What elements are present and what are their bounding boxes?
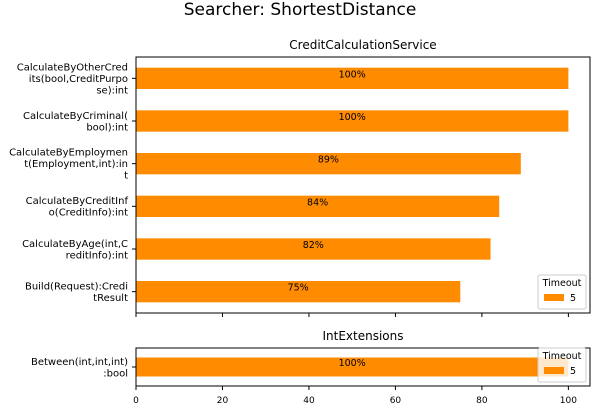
category-label: CalculateByOtherCred its(bool,CreditPurpo… bbox=[17, 62, 128, 96]
bar-value-label: 89% bbox=[318, 155, 339, 166]
legend-entry: 5 bbox=[570, 293, 576, 304]
category-label-line: t(Employment,int):in bbox=[24, 159, 128, 170]
legend-swatch bbox=[544, 367, 564, 374]
category-label-line: its(bool,CreditPurpo bbox=[29, 74, 128, 85]
bar-value-label: 75% bbox=[288, 283, 309, 294]
category-label-line: se):int bbox=[96, 85, 128, 96]
category-label-line: CalculateByCreditInf bbox=[26, 196, 129, 207]
category-label-line: CalculateByOtherCred bbox=[17, 62, 128, 73]
category-label: CalculateByCreditInf o(CreditInfo):int bbox=[26, 196, 129, 219]
bar-3 bbox=[136, 153, 521, 175]
bar-value-label: 84% bbox=[307, 197, 328, 208]
subplot-title: CreditCalculationService bbox=[289, 38, 436, 52]
legend-title: Timeout bbox=[542, 351, 582, 362]
category-label-line: CalculateByCriminal( bbox=[23, 111, 128, 122]
category-label: Build(Request):Credi tResult bbox=[25, 281, 128, 304]
category-label: CalculateByAge(int,C reditInfo):int bbox=[22, 239, 128, 262]
figure-suptitle: Searcher: ShortestDistance bbox=[184, 0, 417, 20]
legend-title: Timeout bbox=[542, 278, 582, 289]
xtick-label: 80 bbox=[476, 396, 488, 406]
bar-2 bbox=[136, 110, 569, 132]
bar-value-label: 82% bbox=[303, 240, 324, 251]
xtick-label: 0 bbox=[133, 396, 139, 406]
bar-1 bbox=[136, 357, 569, 377]
xtick-label: 40 bbox=[303, 396, 315, 406]
xtick-label: 60 bbox=[390, 396, 402, 406]
bar-1 bbox=[136, 67, 569, 89]
category-label-line: Build(Request):Credi bbox=[25, 281, 128, 292]
category-label-line: tResult bbox=[93, 293, 128, 304]
bar-6 bbox=[136, 281, 461, 303]
bar-4 bbox=[136, 195, 500, 217]
bar-value-label: 100% bbox=[339, 69, 366, 80]
category-label-line: :bool bbox=[103, 368, 128, 379]
category-label-line: Between(int,int,int) bbox=[31, 357, 128, 368]
legend-entry: 5 bbox=[570, 366, 576, 377]
category-label: Between(int,int,int):bool bbox=[31, 357, 128, 380]
category-label: CalculateByEmploymen t(Employment,int):in… bbox=[9, 148, 128, 182]
xtick-label: 20 bbox=[217, 396, 229, 406]
axes-frame bbox=[135, 347, 591, 387]
category-label-line: reditInfo):int bbox=[66, 250, 128, 261]
category-label-line: CalculateByAge(int,C bbox=[22, 239, 128, 250]
category-label-line: CalculateByEmploymen bbox=[9, 148, 128, 159]
bar-5 bbox=[136, 238, 491, 260]
bar-value-label: 100% bbox=[339, 358, 366, 369]
category-label-line: t bbox=[124, 171, 128, 182]
category-label-line: bool):int bbox=[86, 122, 128, 133]
xtick-label: 100 bbox=[560, 396, 577, 406]
subplot-title: IntExtensions bbox=[322, 329, 403, 343]
axes-frame bbox=[135, 56, 591, 314]
category-label: CalculateByCriminal(bool):int bbox=[23, 111, 128, 134]
category-label-line: o(CreditInfo):int bbox=[49, 208, 128, 219]
legend-swatch bbox=[544, 294, 564, 301]
bar-value-label: 100% bbox=[339, 112, 366, 123]
